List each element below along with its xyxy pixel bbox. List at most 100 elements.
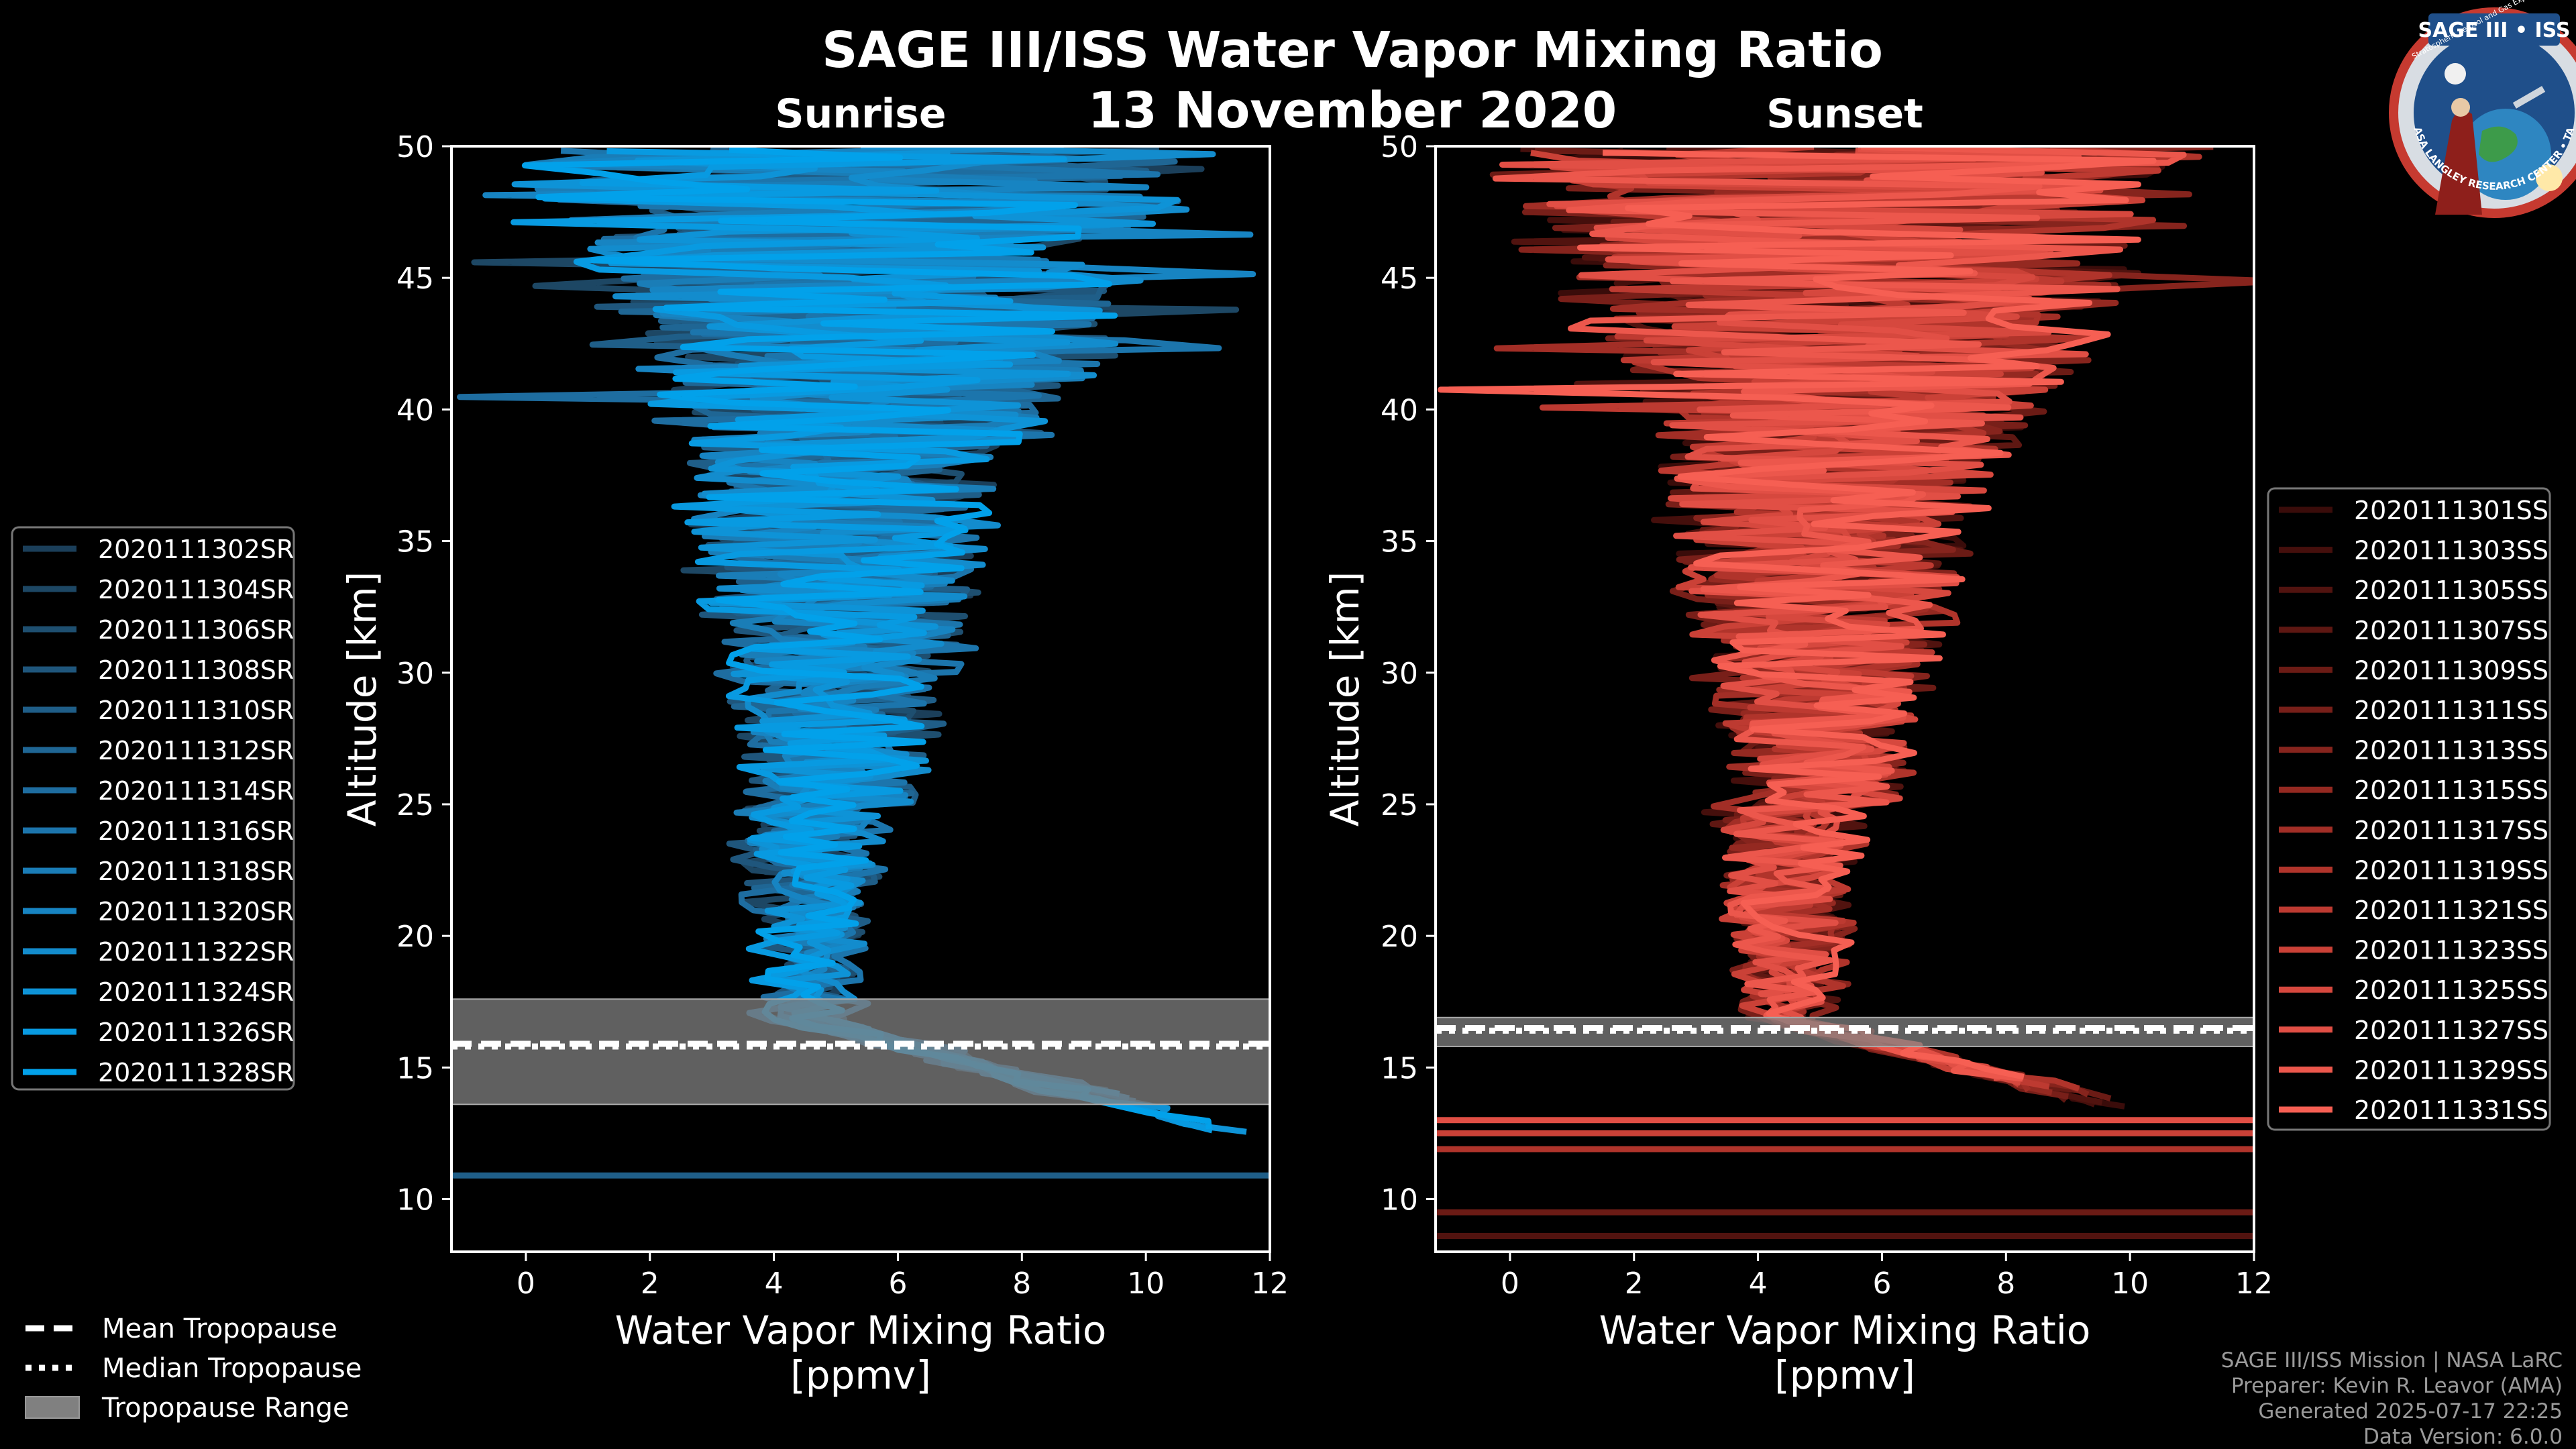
sunrise-xtick-label: 2 <box>641 1267 659 1301</box>
sunrise-ytick-label: 35 <box>396 525 434 559</box>
sunset-xtick-label: 6 <box>1872 1267 1891 1301</box>
sunrise-ytick-label: 45 <box>396 262 434 296</box>
sunrise-xtick-label: 6 <box>888 1267 907 1301</box>
sunrise-legend-label: 2020111302SR <box>98 535 294 564</box>
sunset-legend-label: 2020111315SS <box>2354 775 2548 805</box>
sunset-xtick-label: 2 <box>1625 1267 1644 1301</box>
sunrise-legend-box <box>11 526 295 1091</box>
sunset-ytick-label: 50 <box>1381 130 1418 164</box>
continent-icon <box>2479 126 2518 162</box>
chart-date: 13 November 2020 <box>1088 82 1617 140</box>
sunrise-ylabel: Altitude [km] <box>339 572 385 826</box>
sunset-legend-label: 2020111305SS <box>2354 576 2548 605</box>
sunrise-xlabel: Water Vapor Mixing Ratio <box>615 1307 1107 1353</box>
tropopause-legend: Mean Tropopause Median Tropopause Tropop… <box>25 1313 362 1424</box>
sunrise-ytick-label: 20 <box>396 920 434 954</box>
sunrise-xtick-label: 8 <box>1012 1267 1031 1301</box>
sunset-legend-label: 2020111313SS <box>2354 736 2548 765</box>
sunset-xlabel: Water Vapor Mixing Ratio <box>1599 1307 2091 1353</box>
sunset-xtick-label: 8 <box>1996 1267 2015 1301</box>
sunrise-xtick-label: 4 <box>765 1267 784 1301</box>
moon-icon <box>2445 63 2466 85</box>
credit-version: Data Version: 6.0.0 <box>2363 1425 2563 1449</box>
sunset-profile-2020111327SS <box>1499 146 2097 1081</box>
sunset-ytick-label: 20 <box>1381 920 1418 954</box>
sunrise-legend-label: 2020111304SR <box>98 575 294 604</box>
sunset-ylabel: Altitude [km] <box>1322 572 1368 826</box>
tropopause-range-swatch <box>25 1396 80 1419</box>
sunrise-ytick-label: 10 <box>396 1183 434 1218</box>
credits: SAGE III/ISS Mission | NASA LaRC Prepare… <box>2221 1348 2563 1449</box>
sunrise-xlabel-units: [ppmv] <box>790 1352 931 1398</box>
sunrise-legend-label: 2020111318SR <box>98 857 294 886</box>
sunrise-xtick-label: 0 <box>517 1267 535 1301</box>
sunset-xtick-label: 10 <box>2111 1267 2149 1301</box>
logo-title-bar <box>2428 13 2560 46</box>
iss-icon <box>2512 86 2546 109</box>
sunrise-profile-2020111328SR <box>521 146 1212 1130</box>
sunset-ytick-label: 25 <box>1381 788 1418 822</box>
sunrise-tropopause <box>451 998 1270 1106</box>
sunrise-panel: 0 2 4 6 8 10 12 10 15 20 25 30 35 40 45 50 Water Vapor … <box>339 130 1289 1398</box>
sunrise-ytick-label: 50 <box>396 130 434 164</box>
sunrise-xtick-label: 12 <box>1251 1267 1289 1301</box>
sunset-profile-2020111329SS <box>1492 146 2187 1082</box>
sunrise-legend-label: 2020111316SR <box>98 816 294 846</box>
sunrise-legend-label: 2020111312SR <box>98 736 294 765</box>
sunset-ytick-label: 10 <box>1381 1183 1418 1218</box>
sunset-xlabel-units: [ppmv] <box>1774 1352 1915 1398</box>
median-tropopause-label: Median Tropopause <box>102 1353 362 1384</box>
tropopause-range-label: Tropopause Range <box>101 1393 350 1424</box>
sunrise-legend-label: 2020111322SR <box>98 937 294 967</box>
sunset-legend-label: 2020111309SS <box>2354 655 2548 685</box>
mean-tropopause-label: Mean Tropopause <box>102 1313 337 1344</box>
sunrise-ytick-label: 15 <box>396 1051 434 1085</box>
sunset-panel: 0 2 4 6 8 10 12 10 15 20 25 30 35 40 45 50 Water Vapor … <box>1322 130 2273 1398</box>
sunrise-legend-label: 2020111314SR <box>98 776 294 806</box>
sunrise-legend: 2020111302SR 2020111304SR 2020111306SR 2020… <box>11 526 295 1091</box>
sunset-legend-box <box>2267 487 2551 1131</box>
sunset-legend-label: 2020111329SS <box>2354 1055 2548 1085</box>
sunset-legend-label: 2020111301SS <box>2354 496 2548 525</box>
credit-mission: SAGE III/ISS Mission | NASA LaRC <box>2221 1348 2563 1373</box>
sunset-ticks: 0 2 4 6 8 10 12 10 15 20 25 30 35 40 45 50 <box>1381 130 2273 1301</box>
sunrise-legend-label: 2020111324SR <box>98 977 294 1007</box>
sunset-legend-label: 2020111307SS <box>2354 616 2548 645</box>
astronomer-head-icon <box>2451 98 2470 117</box>
credit-preparer: Preparer: Kevin R. Leavor (AMA) <box>2231 1374 2563 1398</box>
sunrise-legend-label: 2020111308SR <box>98 655 294 685</box>
logo-title: SAGE III • ISS <box>2418 19 2571 42</box>
sunrise-ticks: 0 2 4 6 8 10 12 10 15 20 25 30 35 40 45 50 <box>396 130 1289 1301</box>
sunrise-legend-label: 2020111326SR <box>98 1018 294 1047</box>
sunset-plot-frame <box>1434 145 2255 1253</box>
sunset-xtick-label: 12 <box>2235 1267 2273 1301</box>
sunrise-legend-label: 2020111320SR <box>98 897 294 926</box>
sunrise-plot-frame <box>450 145 1271 1253</box>
sunset-profile-2020111331SS <box>1437 150 2157 1080</box>
sunset-xtick-label: 0 <box>1501 1267 1519 1301</box>
sun-icon <box>2536 164 2563 191</box>
sunrise-profile-2020111318SR <box>523 146 1143 1099</box>
sunset-legend-label: 2020111303SS <box>2354 536 2548 566</box>
sunset-legend-label: 2020111321SS <box>2354 896 2548 925</box>
sunrise-xtick-label: 10 <box>1127 1267 1165 1301</box>
sunset-ytick-label: 30 <box>1381 657 1418 691</box>
sunset-legend-label: 2020111325SS <box>2354 975 2548 1005</box>
sunset-legend-label: 2020111311SS <box>2354 696 2548 725</box>
sunset-legend-label: 2020111319SS <box>2354 855 2548 885</box>
sunrise-ytick-label: 30 <box>396 657 434 691</box>
sunset-subtitle: Sunset <box>1766 91 1923 138</box>
sunset-ytick-label: 15 <box>1381 1051 1418 1085</box>
sunset-ytick-label: 45 <box>1381 262 1418 296</box>
sunrise-ytick-label: 40 <box>396 393 434 427</box>
sunrise-legend-label: 2020111328SR <box>98 1058 294 1087</box>
sunrise-legend-label: 2020111306SR <box>98 615 294 645</box>
sunrise-legend-label: 2020111310SR <box>98 696 294 725</box>
sunrise-subtitle: Sunrise <box>775 91 946 138</box>
astronomer-figure-icon <box>2435 110 2482 215</box>
sunset-xtick-label: 4 <box>1749 1267 1768 1301</box>
sunset-legend-label: 2020111317SS <box>2354 816 2548 845</box>
sunset-ytick-label: 40 <box>1381 393 1418 427</box>
sunrise-tropopause-range <box>451 998 1270 1106</box>
credit-generated: Generated 2025-07-17 22:25 <box>2258 1399 2563 1424</box>
